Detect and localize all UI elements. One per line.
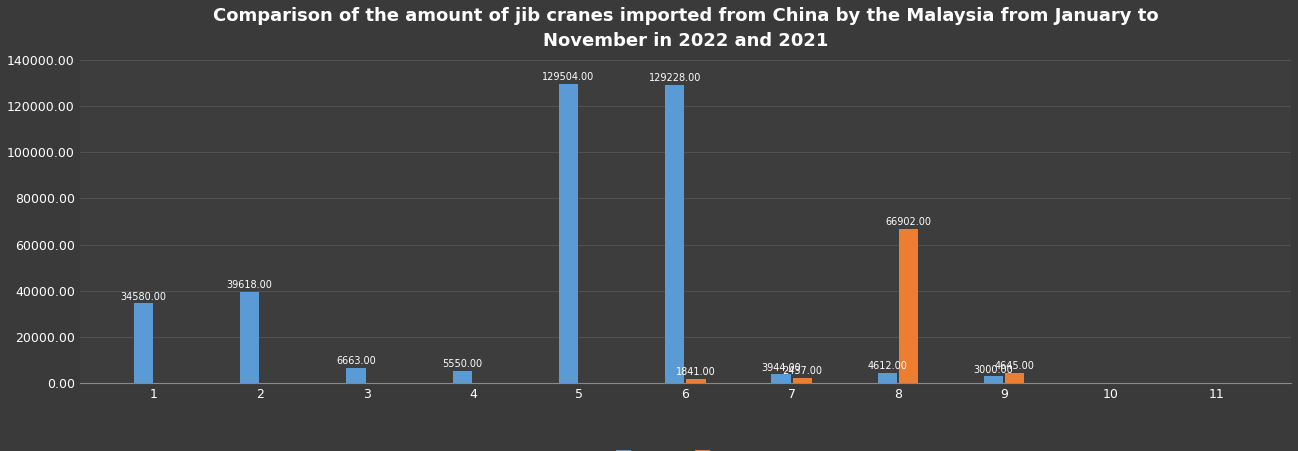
Text: 3944.00: 3944.00 <box>761 363 801 373</box>
Bar <box>771 374 790 383</box>
Bar <box>665 85 684 383</box>
Text: 5550.00: 5550.00 <box>443 359 483 369</box>
Text: 129228.00: 129228.00 <box>649 73 701 83</box>
Text: 129504.00: 129504.00 <box>543 73 594 83</box>
Bar <box>453 371 471 383</box>
Bar <box>793 378 811 383</box>
Bar <box>134 304 153 383</box>
Legend: 2021年, 2022年: 2021年, 2022年 <box>610 445 761 451</box>
Bar <box>347 368 366 383</box>
Text: 66902.00: 66902.00 <box>885 217 932 227</box>
Bar <box>687 379 706 383</box>
Bar <box>984 377 1003 383</box>
Bar <box>240 292 260 383</box>
Bar <box>559 84 578 383</box>
Text: 39618.00: 39618.00 <box>227 280 273 290</box>
Text: 3000.00: 3000.00 <box>974 365 1014 375</box>
Text: 6663.00: 6663.00 <box>336 356 376 366</box>
Bar <box>900 229 918 383</box>
Bar <box>1005 373 1024 383</box>
Text: 4612.00: 4612.00 <box>867 361 907 371</box>
Bar <box>877 373 897 383</box>
Text: 2437.00: 2437.00 <box>783 366 822 376</box>
Text: 1841.00: 1841.00 <box>676 368 716 377</box>
Text: 4645.00: 4645.00 <box>994 361 1035 371</box>
Title: Comparison of the amount of jib cranes imported from China by the Malaysia from : Comparison of the amount of jib cranes i… <box>213 7 1158 50</box>
Text: 34580.00: 34580.00 <box>121 292 166 302</box>
